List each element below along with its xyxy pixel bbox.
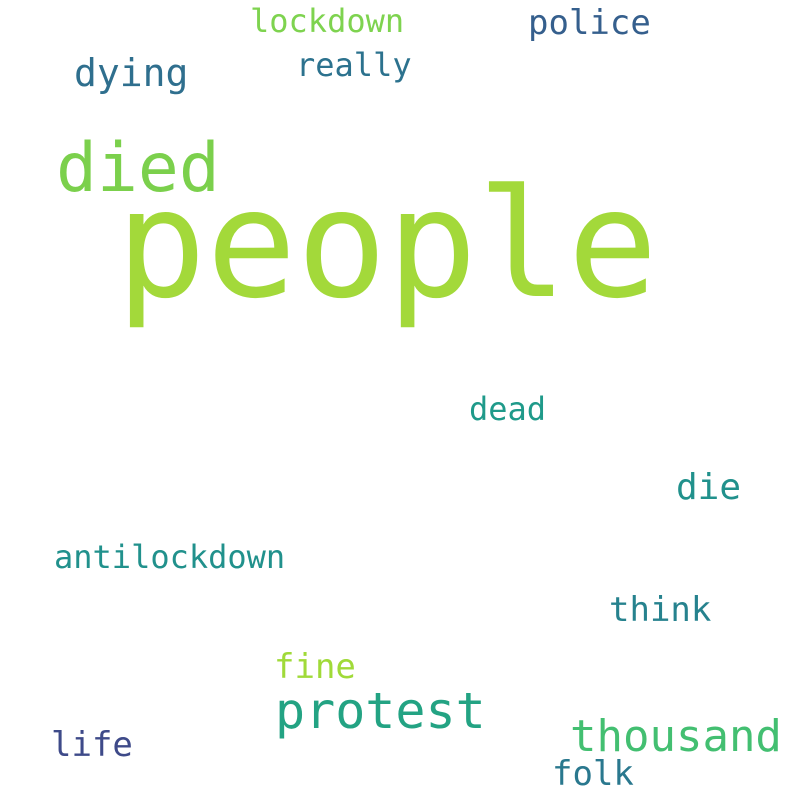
word-antilockdown: antilockdown xyxy=(54,538,286,576)
word-thousand: thousand xyxy=(570,711,782,762)
word-fine: fine xyxy=(274,647,356,687)
word-lockdown: lockdown xyxy=(250,2,405,40)
word-folk: folk xyxy=(552,754,634,794)
word-died: died xyxy=(56,129,220,208)
word-dead: dead xyxy=(469,390,547,428)
word-police: police xyxy=(528,3,651,43)
word-people: people xyxy=(116,158,658,332)
word-dying: dying xyxy=(74,51,189,95)
word-think: think xyxy=(609,590,712,630)
word-die: die xyxy=(676,467,742,508)
word-life: life xyxy=(51,725,133,765)
word-protest: protest xyxy=(275,682,486,740)
word-really: really xyxy=(296,46,412,84)
